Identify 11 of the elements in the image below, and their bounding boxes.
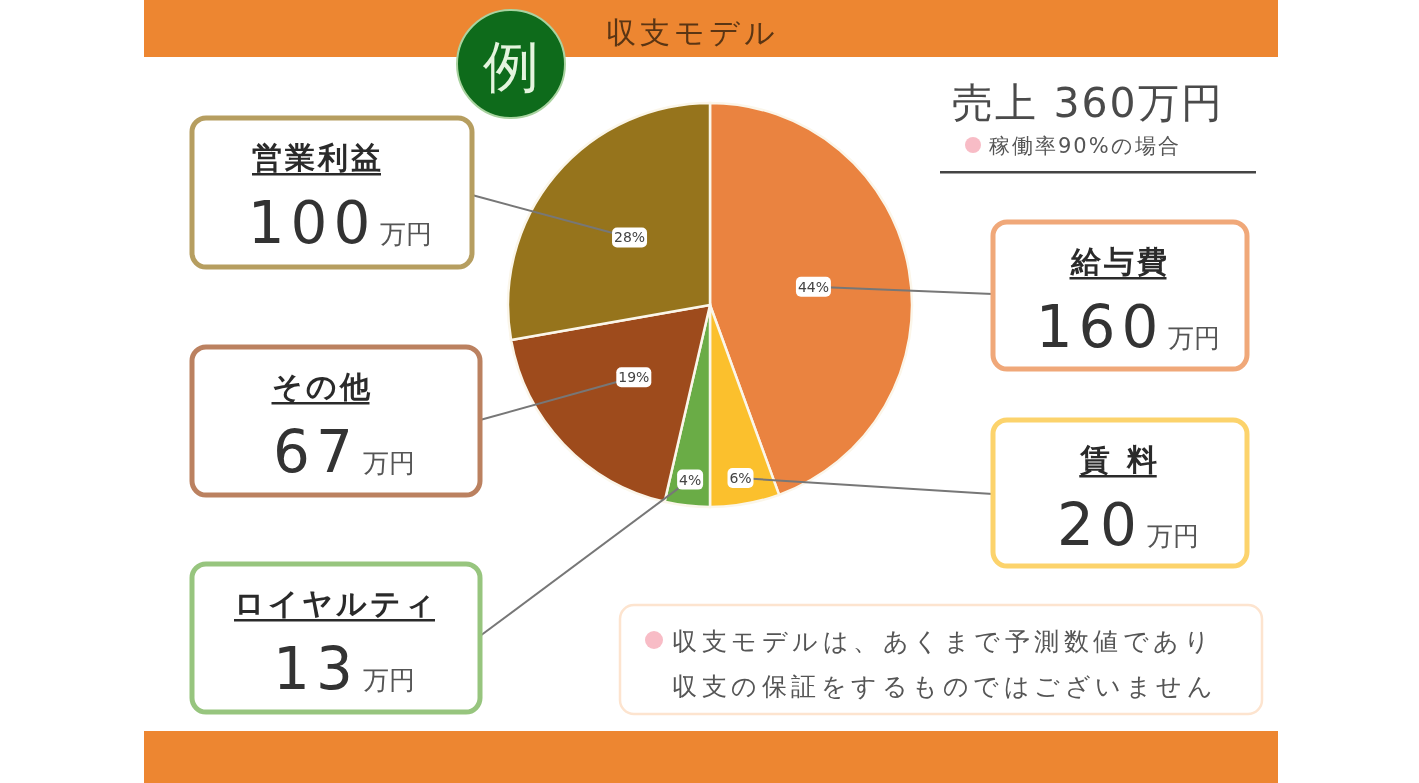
chart-title: 収支モデル bbox=[605, 15, 779, 50]
chart-subtitle: 売上 360万円 bbox=[952, 79, 1224, 127]
text: 収支の保証をするものではございません bbox=[672, 672, 1217, 701]
slice-label: ロイヤルティ bbox=[234, 586, 438, 621]
text: 稼働率90%の場合 bbox=[989, 134, 1181, 158]
slice-label: 給与費 bbox=[1069, 244, 1170, 279]
slice-label: その他 bbox=[271, 369, 373, 404]
text: 収支モデルは、あくまで予測数値であり bbox=[672, 627, 1214, 656]
slice-label: 賃 料 bbox=[1079, 442, 1160, 477]
slice-label: 営業利益 bbox=[252, 140, 384, 175]
text: 例 bbox=[483, 34, 539, 99]
